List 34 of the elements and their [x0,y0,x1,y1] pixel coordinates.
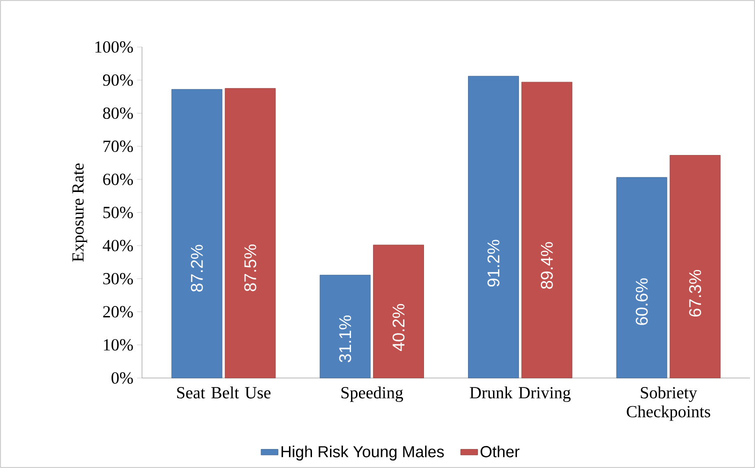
y-tick-label: 30% [103,272,133,284]
y-tick-label: 60% [103,174,133,186]
data-label: 67.3% [689,270,702,316]
y-tick-label: 50% [103,206,133,218]
y-tick-label: 100% [95,41,133,53]
bar [171,89,222,378]
y-tick-label: 40% [102,240,133,252]
data-label: 91.2% [487,240,500,286]
x-tick-label: Sobriety Checkpoints [626,386,710,421]
y-tick-label: 70% [104,140,133,152]
data-label: 87.2% [190,244,203,292]
y-tick-label: 90% [102,74,133,86]
x-tick-label: Seat Belt Use [177,386,270,398]
x-tick-label: Drunk Driving [470,386,571,402]
bar [224,88,276,378]
x-tick-label: Speeding [341,386,404,402]
y-tick-label: 20% [103,306,133,318]
y-tick-label: 10% [104,339,133,351]
data-label: 87.5% [244,244,256,292]
y-axis-title: Exposure Rate [72,163,88,262]
bar [468,76,519,378]
y-tick-label: 80% [103,107,133,119]
bar [320,274,371,378]
bar [670,155,721,378]
y-tick-label: 0% [112,372,133,384]
bar [373,244,424,378]
data-label: 60.6% [636,278,648,325]
legend-label: High Risk Young Males [282,446,444,460]
bar [521,82,572,378]
data-label: 40.2% [392,304,405,352]
bar [616,177,668,378]
data-label: 31.1% [339,315,352,362]
data-label: 89.4% [540,242,553,289]
legend-label: Other [480,446,520,458]
